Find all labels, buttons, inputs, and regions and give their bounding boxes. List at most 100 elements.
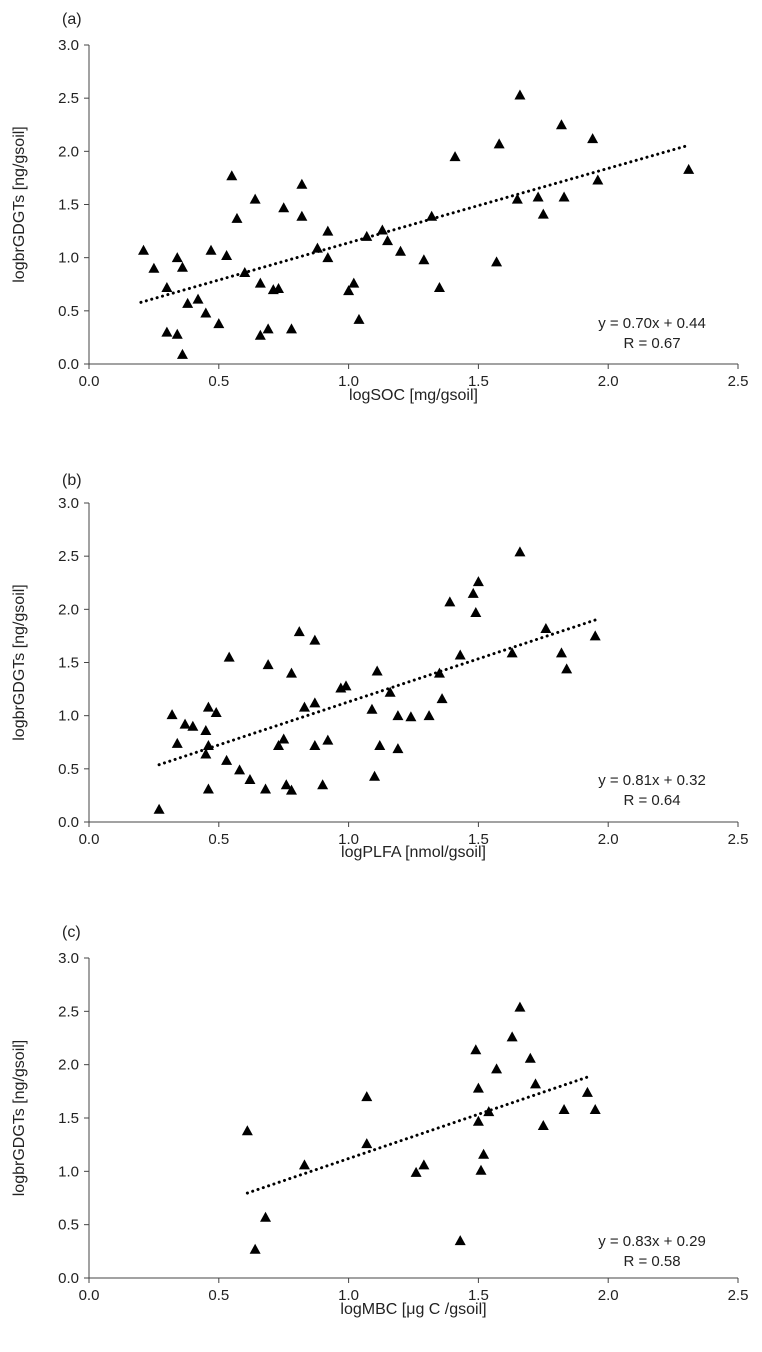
data-point xyxy=(179,718,191,729)
x-tick-label: 2.0 xyxy=(598,373,619,390)
y-axis-label: logbrGDGTs [ng/gsoil] xyxy=(11,584,28,741)
data-point xyxy=(278,733,290,744)
data-point xyxy=(311,242,323,253)
data-point xyxy=(454,1235,466,1246)
data-point xyxy=(530,1078,542,1089)
data-point xyxy=(426,210,438,221)
y-tick-label: 0.0 xyxy=(58,814,79,831)
data-point xyxy=(309,634,321,645)
data-point xyxy=(475,1164,487,1175)
x-axis-label: logPLFA [nmol/gsoil] xyxy=(341,844,486,861)
y-tick-label: 0.0 xyxy=(58,356,79,373)
correlation-label: R = 0.58 xyxy=(623,1253,680,1270)
y-tick-label: 1.5 xyxy=(58,655,79,672)
data-point xyxy=(587,133,599,144)
data-point xyxy=(555,119,567,130)
data-point xyxy=(254,329,266,340)
data-point xyxy=(171,328,183,339)
x-tick-label: 0.5 xyxy=(208,1287,229,1304)
data-point xyxy=(260,1211,272,1222)
data-point xyxy=(423,710,435,721)
y-tick-label: 2.0 xyxy=(58,1057,79,1074)
x-tick-label: 0.0 xyxy=(79,1287,100,1304)
data-point xyxy=(205,244,217,255)
y-tick-label: 0.5 xyxy=(58,761,79,778)
data-point xyxy=(273,283,285,294)
data-point xyxy=(161,326,173,337)
data-point xyxy=(405,711,417,722)
data-point xyxy=(260,783,272,794)
y-tick-label: 3.0 xyxy=(58,495,79,512)
x-tick-label: 0.0 xyxy=(79,831,100,848)
data-point xyxy=(200,307,212,318)
data-point xyxy=(472,1115,484,1126)
data-point xyxy=(309,739,321,750)
x-tick-label: 1.5 xyxy=(468,831,489,848)
y-tick-label: 1.5 xyxy=(58,1110,79,1127)
data-point xyxy=(171,252,183,263)
data-point xyxy=(166,709,178,720)
data-point xyxy=(514,546,526,557)
data-point xyxy=(254,277,266,288)
data-point xyxy=(348,277,360,288)
data-point xyxy=(298,701,310,712)
data-point xyxy=(280,779,292,790)
data-point xyxy=(262,323,274,334)
data-point xyxy=(491,1063,503,1074)
panel-label: (c) xyxy=(62,924,81,941)
chart-panel-3: 0.0 0.5 1.0 1.5 2.0 2.5 0.0 0.5 1.0 1.5 2.0 2.5 3.0 (… xyxy=(11,924,748,1318)
data-point xyxy=(558,191,570,202)
data-point xyxy=(231,212,243,223)
data-point xyxy=(192,293,204,304)
data-point xyxy=(322,734,334,745)
data-point xyxy=(343,285,355,296)
data-point xyxy=(376,224,388,235)
y-tick-label: 3.0 xyxy=(58,950,79,967)
x-tick-label: 1.5 xyxy=(468,1287,489,1304)
data-point xyxy=(298,1159,310,1170)
x-tick-label: 0.5 xyxy=(208,831,229,848)
data-point xyxy=(433,281,445,292)
data-point xyxy=(309,697,321,708)
data-point xyxy=(340,680,352,691)
data-point xyxy=(384,686,396,697)
y-tick-label: 1.5 xyxy=(58,197,79,214)
y-tick-label: 0.0 xyxy=(58,1270,79,1287)
data-point xyxy=(561,663,573,674)
data-point xyxy=(148,262,160,273)
data-point xyxy=(241,1125,253,1136)
data-point xyxy=(317,779,329,790)
x-tick-label: 2.0 xyxy=(598,831,619,848)
y-tick-label: 2.0 xyxy=(58,143,79,160)
data-point xyxy=(493,138,505,149)
data-point xyxy=(249,193,261,204)
data-point xyxy=(581,1086,593,1097)
data-point xyxy=(418,1159,430,1170)
x-tick-label: 1.0 xyxy=(338,1287,359,1304)
y-tick-label: 2.5 xyxy=(58,1003,79,1020)
x-axis-label: logSOC [mg/gsoil] xyxy=(349,387,478,404)
x-tick-label: 2.5 xyxy=(728,831,749,848)
data-point xyxy=(369,770,381,781)
data-point xyxy=(262,659,274,670)
y-tick-label: 2.5 xyxy=(58,90,79,107)
panel-label: (b) xyxy=(62,472,82,489)
y-tick-label: 0.5 xyxy=(58,303,79,320)
data-point xyxy=(374,739,386,750)
data-point xyxy=(361,1138,373,1149)
data-point xyxy=(532,191,544,202)
data-point xyxy=(296,178,308,189)
data-point xyxy=(537,1119,549,1130)
x-tick-label: 0.5 xyxy=(208,373,229,390)
data-point xyxy=(322,252,334,263)
data-point xyxy=(472,576,484,587)
trendline xyxy=(245,1074,592,1195)
data-point xyxy=(371,665,383,676)
chart-panel-2: 0.0 0.5 1.0 1.5 2.0 2.5 0.0 0.5 1.0 1.5 2.0 2.5 3.0 (… xyxy=(11,472,748,861)
data-point xyxy=(511,193,523,204)
data-point xyxy=(410,1166,422,1177)
trendline xyxy=(139,143,691,304)
correlation-label: R = 0.67 xyxy=(623,335,680,352)
x-tick-label: 2.5 xyxy=(728,373,749,390)
data-point xyxy=(361,1091,373,1102)
